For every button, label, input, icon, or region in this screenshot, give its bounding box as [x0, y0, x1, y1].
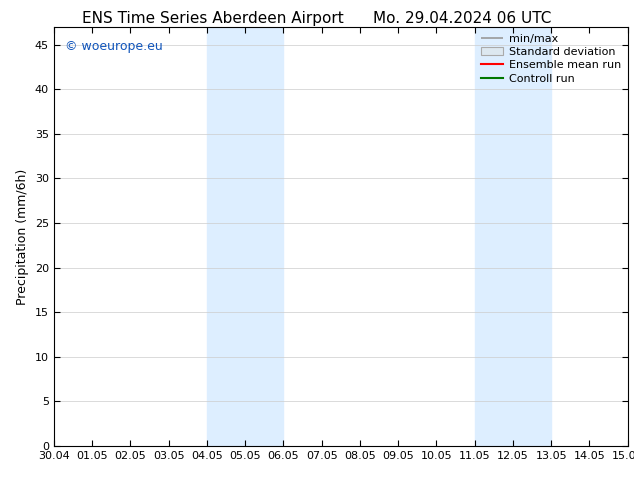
Y-axis label: Precipitation (mm/6h): Precipitation (mm/6h) [16, 168, 29, 305]
Text: ENS Time Series Aberdeen Airport      Mo. 29.04.2024 06 UTC: ENS Time Series Aberdeen Airport Mo. 29.… [82, 11, 552, 26]
Text: © woeurope.eu: © woeurope.eu [65, 40, 163, 52]
Bar [207, 27, 283, 446]
Legend: min/max, Standard deviation, Ensemble mean run, Controll run: min/max, Standard deviation, Ensemble me… [477, 29, 625, 88]
Bar [475, 27, 551, 446]
